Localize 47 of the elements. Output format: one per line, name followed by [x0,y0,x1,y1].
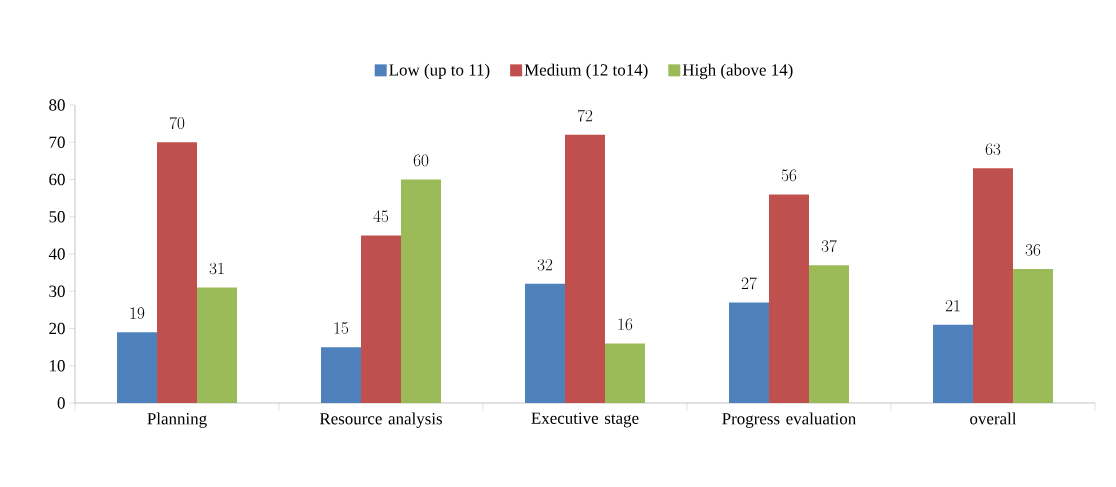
data-label: 56 [781,169,797,182]
bar [768,194,809,403]
data-label: 72 [577,109,593,122]
bar [117,332,157,403]
legend-label: Medium (12 to14) [524,63,648,80]
data-label: 32 [537,258,553,271]
bar [564,134,605,403]
bar [524,283,565,403]
y-tick-label: 30 [49,285,65,297]
x-tick-label: Planning [147,412,207,428]
bar [1012,268,1053,403]
data-label: 37 [821,240,837,252]
bar [197,287,237,403]
legend-label: High (above 14) [682,63,793,80]
y-tick-label: 20 [49,322,65,335]
y-tick-label: 70 [49,136,65,148]
x-tick-label: Progress evaluation [722,412,856,428]
data-label: 70 [169,117,185,130]
bar [360,235,401,403]
bar [932,324,973,403]
data-label: 36 [1025,244,1041,256]
bar [401,179,441,403]
y-tick-label: 40 [48,248,65,260]
y-tick-label: 50 [49,211,65,223]
bar [728,302,769,403]
y-tick-label: 80 [49,99,65,111]
data-label: 45 [373,210,389,223]
data-label: 60 [413,154,429,167]
bar [808,265,849,403]
y-tick-label: 0 [57,397,65,409]
bar [972,168,1013,403]
data-label: 27 [741,277,757,290]
data-label: 63 [985,143,1001,156]
data-label: 16 [618,318,633,331]
x-tick-label: Executive stage [531,412,639,428]
data-label: 31 [209,262,224,275]
x-tick-label: overall [970,412,1017,425]
data-label: 19 [130,307,145,319]
bar [320,347,361,403]
legend-label: Low (up to 11) [389,63,490,80]
data-label: 21 [945,299,960,312]
x-tick-label: Resource analysis [319,412,443,428]
bar [604,343,645,403]
y-tick-label: 10 [50,360,65,372]
y-tick-label: 60 [49,173,65,186]
bar [157,142,197,403]
data-label: 15 [334,322,349,334]
